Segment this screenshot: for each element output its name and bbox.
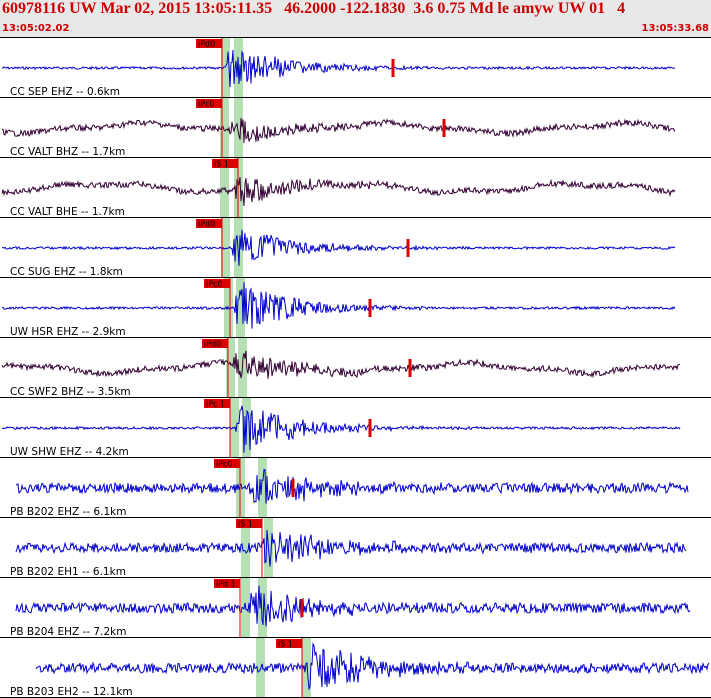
- seismogram-panel: iPd0 CC SEP EHZ -- 0.6km iPc0 CC VALT BHZ -…: [0, 38, 711, 698]
- trace-row[interactable]: iPc0 PB B202 EHZ -- 6.1km: [0, 458, 711, 518]
- station-label: PB B202 EH1 -- 6.1km: [10, 566, 126, 578]
- pick-window: [241, 518, 250, 578]
- waveform: [15, 585, 691, 627]
- trace-row[interactable]: iPd 1 PB B204 EHZ -- 7.2km: [0, 578, 711, 638]
- trace-row[interactable]: iS 1 PB B203 EH2 -- 12.1km: [0, 638, 711, 698]
- pick-label: iPd 1: [216, 580, 236, 589]
- station-label: CC VALT BHE -- 1.7km: [10, 206, 125, 218]
- pick-window: [302, 638, 311, 698]
- trace-row[interactable]: iPc0 CC VALT BHZ -- 1.7km: [0, 98, 711, 158]
- trace-row[interactable]: iS 1 CC VALT BHE -- 1.7km: [0, 158, 711, 218]
- pick-label: iPc0: [216, 460, 233, 469]
- pick-label-box[interactable]: [212, 159, 238, 168]
- pick-window: [234, 98, 243, 158]
- pick-label-box[interactable]: [236, 519, 262, 528]
- trace-row[interactable]: iS 1 PB B202 EH1 -- 6.1km: [0, 518, 711, 578]
- waveform: [1, 177, 676, 207]
- trace-row[interactable]: iPd0 CC SEP EHZ -- 0.6km: [0, 38, 711, 98]
- pick-label: iS 1: [278, 640, 293, 649]
- pick-window: [234, 218, 243, 278]
- record-header: 60978116 UW Mar 02, 2015 13:05:11.35 46.…: [0, 0, 711, 38]
- station-label: CC SUG EHZ -- 1.8km: [10, 266, 123, 278]
- pick-label-box[interactable]: [214, 579, 240, 588]
- waveform: [2, 117, 676, 144]
- waveform: [1, 350, 681, 379]
- pick-label-box[interactable]: [202, 339, 228, 348]
- trace-row[interactable]: iPd0 CC SUG EHZ -- 1.8km: [0, 218, 711, 278]
- pick-label-box[interactable]: [196, 39, 222, 48]
- pick-label: iPd0: [198, 40, 215, 49]
- station-label: PB B202 EHZ -- 6.1km: [10, 506, 126, 518]
- waveform: [15, 468, 689, 504]
- pick-window: [258, 578, 267, 638]
- pick-label: iPd0: [204, 340, 221, 349]
- trace-row[interactable]: iPd0 CC SWF2 BHZ -- 3.5km: [0, 338, 711, 398]
- station-label: UW HSR EHZ -- 2.9km: [10, 326, 126, 338]
- station-label: PB B204 EHZ -- 7.2km: [10, 626, 126, 638]
- pick-label: iPc0: [206, 280, 223, 289]
- station-label: PB B203 EH2 -- 12.1km: [10, 686, 133, 698]
- pick-label: iPd0: [198, 220, 215, 229]
- waveform: [1, 50, 676, 88]
- end-time: 13:05:33.68: [641, 23, 709, 34]
- start-time: 13:05:02.02: [2, 23, 70, 34]
- pick-label-box[interactable]: [214, 459, 240, 468]
- waveform: [15, 529, 687, 567]
- station-label: CC SEP EHZ -- 0.6km: [10, 86, 120, 98]
- waveform: [1, 405, 681, 453]
- pick-label-box[interactable]: [204, 279, 230, 288]
- station-label: UW SHW EHZ -- 4.2km: [10, 446, 129, 458]
- trace-row[interactable]: iPc0 UW HSR EHZ -- 2.9km: [0, 278, 711, 338]
- station-label: CC VALT BHZ -- 1.7km: [10, 146, 125, 158]
- trace-row[interactable]: iPc 1 UW SHW EHZ -- 4.2km: [0, 398, 711, 458]
- waveform: [2, 282, 676, 329]
- pick-label-box[interactable]: [204, 399, 230, 408]
- pick-window: [236, 278, 245, 338]
- pick-label: iPc 1: [206, 400, 225, 409]
- pick-label-box[interactable]: [196, 99, 222, 108]
- pick-label: iPc0: [198, 100, 215, 109]
- pick-label: iS 1: [238, 520, 253, 529]
- pick-window: [221, 38, 230, 98]
- event-title: 60978116 UW Mar 02, 2015 13:05:11.35 46.…: [2, 0, 626, 17]
- pick-label-box[interactable]: [196, 219, 222, 228]
- pick-label-box[interactable]: [276, 639, 302, 648]
- pick-window: [220, 98, 229, 158]
- station-label: CC SWF2 BHZ -- 3.5km: [10, 386, 131, 398]
- waveform: [35, 642, 710, 691]
- pick-window: [226, 338, 235, 398]
- pick-window: [258, 458, 267, 518]
- pick-label: iS 1: [214, 160, 229, 169]
- waveform: [1, 229, 676, 266]
